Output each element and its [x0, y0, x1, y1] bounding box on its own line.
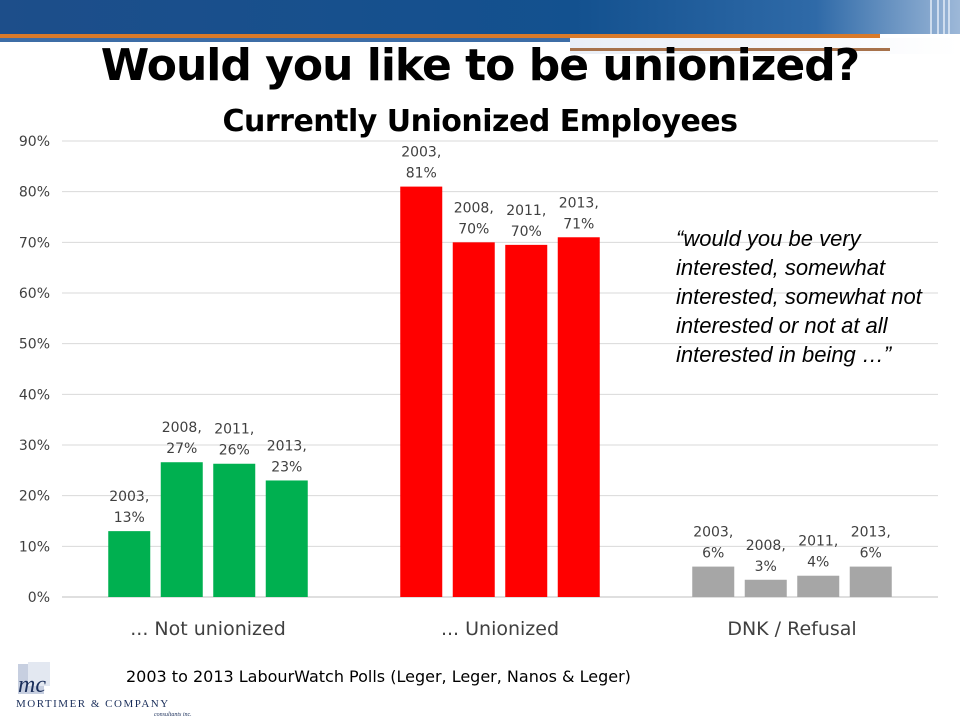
data-label-value: 70%: [511, 224, 542, 240]
data-label-value: 71%: [563, 216, 594, 232]
y-tick-label: 70%: [19, 235, 50, 251]
data-label-year: 2008,: [454, 200, 494, 216]
y-tick-label: 60%: [19, 286, 50, 302]
data-label-value: 26%: [219, 443, 250, 459]
bar: [265, 480, 308, 597]
accent-line-blue: [0, 38, 570, 42]
logo-mark-text: mc: [18, 672, 46, 698]
y-tick-label: 50%: [19, 337, 50, 353]
company-logo: mc Mortimer & Company consultants inc.: [4, 660, 204, 720]
bar: [744, 579, 787, 597]
x-tick-label: DNK / Refusal: [727, 618, 856, 640]
data-label-value: 6%: [702, 546, 724, 562]
bar: [400, 186, 443, 597]
data-label-year: 2013,: [267, 438, 307, 454]
slide-title: Would you like to be unionized?: [100, 40, 860, 91]
y-tick-label: 40%: [19, 387, 50, 403]
data-label-year: 2013,: [851, 525, 891, 541]
data-label-year: 2013,: [559, 195, 599, 211]
data-label-year: 2008,: [746, 538, 786, 554]
data-label-value: 27%: [166, 441, 197, 457]
y-tick-label: 90%: [19, 134, 50, 150]
bar: [557, 237, 600, 597]
data-label-year: 2003,: [693, 525, 733, 541]
bar: [452, 242, 495, 598]
logo-company-name: Mortimer & Company: [16, 698, 170, 710]
y-tick-label: 20%: [19, 489, 50, 505]
bar: [692, 566, 735, 597]
y-tick-label: 0%: [28, 590, 50, 606]
data-label-value: 3%: [755, 559, 777, 575]
y-tick-label: 80%: [19, 185, 50, 201]
data-label-value: 13%: [114, 510, 145, 526]
bar: [213, 463, 256, 597]
source-note: 2003 to 2013 LabourWatch Polls (Leger, L…: [126, 667, 631, 686]
header-bar: [0, 0, 960, 34]
accent-line-brown: [570, 48, 890, 51]
chart-subtitle: Currently Unionized Employees: [222, 104, 739, 139]
data-label-year: 2008,: [162, 420, 202, 436]
data-label-value: 23%: [271, 459, 302, 475]
bar: [797, 575, 840, 597]
bar: [160, 462, 203, 597]
data-label-year: 2003,: [401, 145, 441, 161]
question-note: “would you be very interested, somewhat …: [676, 226, 922, 367]
data-label-value: 70%: [458, 221, 489, 237]
logo-subtext: consultants inc.: [154, 712, 192, 718]
data-label-year: 2011,: [214, 422, 254, 438]
x-tick-label: ... Unionized: [441, 618, 559, 640]
data-label-year: 2011,: [506, 203, 546, 219]
y-tick-label: 30%: [19, 438, 50, 454]
x-tick-label: ... Not unionized: [130, 618, 286, 640]
bar: [505, 244, 548, 597]
data-label-value: 4%: [807, 555, 829, 571]
data-label-year: 2011,: [798, 534, 838, 550]
data-label-year: 2003,: [109, 489, 149, 505]
logo-mark-icon: mc: [18, 662, 50, 698]
accent-line: [0, 34, 880, 38]
data-label-value: 6%: [860, 546, 882, 562]
bar: [849, 566, 892, 597]
y-tick-label: 10%: [19, 539, 50, 555]
bar: [108, 531, 151, 597]
data-label-value: 81%: [406, 166, 437, 182]
